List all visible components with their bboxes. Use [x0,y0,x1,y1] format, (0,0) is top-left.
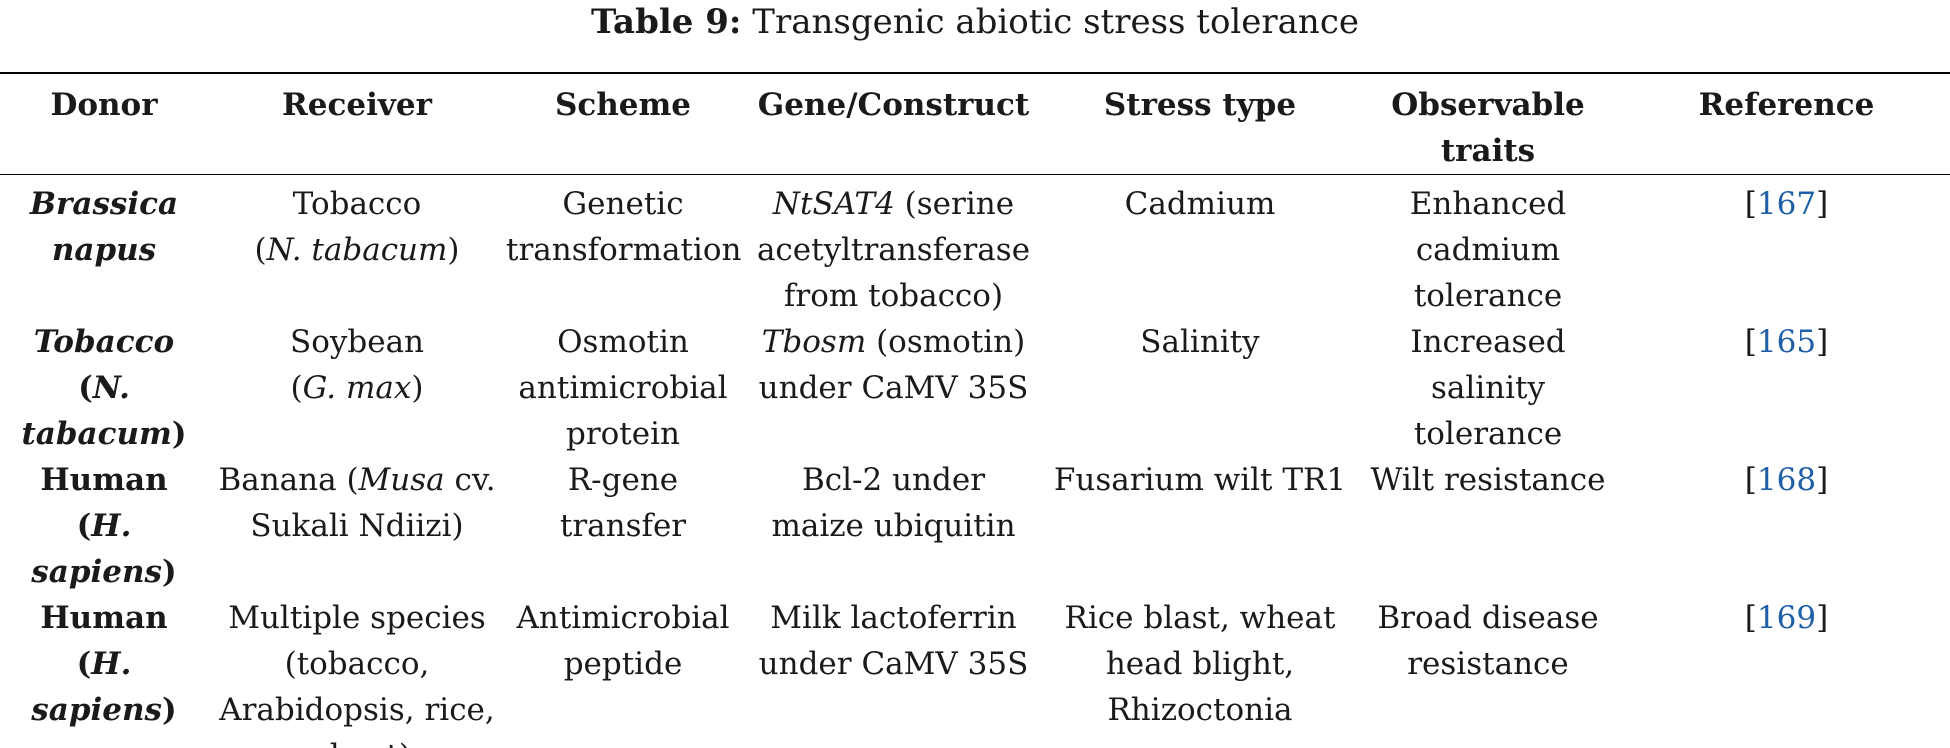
donor-line: Human [40,600,168,636]
receiver-line: Banana (Musa cv. [218,462,496,498]
traits-cell: Broad disease resistance [1353,595,1623,748]
gene-line: Bcl-2 under [801,462,986,498]
gene-cell: Milk lactoferrin under CaMV 35S [740,595,1047,748]
receiver-line: (G. max) [290,370,424,406]
gene-line: from tobacco) [783,278,1004,314]
receiver-line: Multiple species [228,600,486,636]
traits-line: tolerance [1413,278,1563,314]
scheme-line: antimicrobial [518,370,728,406]
gene-cell: NtSAT4 (serine acetyltransferase from to… [740,175,1047,320]
reference-cell: [165] [1744,324,1829,360]
stress-line: head blight, [1105,646,1295,682]
scheme-line: Osmotin [557,324,689,360]
scheme-line: transformation [506,232,742,268]
stress-line: Rhizoctonia [1107,692,1293,728]
receiver-cell: Tobacco (N. tabacum) [208,175,506,320]
gene-cell: Tbosm (osmotin) under CaMV 35S [740,319,1047,457]
scheme-line: R-gene transfer [559,462,687,544]
reference-link[interactable]: 168 [1756,462,1817,498]
traits-cell: Increased salinity tolerance [1353,319,1623,457]
scheme-line: protein [565,416,680,452]
donor-name: Brassica napus [29,186,179,268]
traits-line: salinity [1430,370,1546,406]
donor-cell: Human (H. sapiens) [0,457,208,595]
traits-line: Increased [1410,324,1566,360]
donor-line: (N. tabacum) [21,370,187,452]
receiver-line: Arabidopsis, rice, [219,692,495,728]
stress-line: Cadmium [1124,186,1276,222]
scheme-cell: Genetic transformation [506,175,742,320]
header-donor: Donor [50,87,158,123]
receiver-line: wheat) [208,733,506,748]
scheme-line: Genetic [562,186,684,222]
header-reference: Reference [1698,87,1875,123]
gene-line: under CaMV 35S [758,370,1029,406]
traits-line: tolerance [1413,416,1563,452]
table-row: Human (H. sapiens) Multiple species (tob… [0,595,1950,748]
gene-line: under CaMV 35S [758,646,1029,682]
gene-line: NtSAT4 (serine [772,186,1015,222]
header-traits-line: traits [1440,133,1536,169]
receiver-line: Soybean [289,324,425,360]
gene-cell: Bcl-2 under maize ubiquitin [740,457,1047,595]
donor-line: Human [40,462,168,498]
gene-line: maize ubiquitin [771,508,1016,544]
table-row: Tobacco (N. tabacum) Soybean (G. max) Os… [0,319,1950,457]
donor-cell: Tobacco (N. tabacum) [0,319,208,457]
reference-link[interactable]: 165 [1756,324,1817,360]
header-row: Donor Receiver Scheme Gene/Construct Str… [0,73,1950,175]
traits-line: Enhanced [1409,186,1567,222]
caption-text: Transgenic abiotic stress tolerance [752,2,1359,42]
reference-cell: [169] [1744,600,1829,636]
reference-cell: [168] [1744,462,1829,498]
donor-line: (H. sapiens) [31,508,177,590]
receiver-cell: Banana (Musa cv. Sukali Ndiizi) [208,457,506,595]
gene-line: acetyltransferase [756,232,1031,268]
header-stress: Stress type [1103,87,1297,123]
donor-line: (H. sapiens) [31,646,177,728]
table-row: Brassica napus Tobacco (N. tabacum) Gene… [0,175,1950,320]
receiver-line: (N. tabacum) [254,232,460,268]
traits-cell: Enhanced cadmium tolerance [1353,175,1623,320]
stress-cell: Rice blast, wheat head blight, Rhizocton… [1047,595,1353,748]
traits-cell: Wilt resistance [1353,457,1623,595]
header-traits-line: Observable [1391,87,1585,123]
reference-link[interactable]: 169 [1756,600,1817,636]
stress-cell: Cadmium [1047,175,1353,320]
traits-line: Broad disease [1377,600,1599,636]
traits-line: resistance [1407,646,1569,682]
scheme-line: Antimicrobial [516,600,730,636]
receiver-line: Tobacco [292,186,422,222]
reference-cell: [167] [1744,186,1829,222]
scheme-cell: Osmotin antimicrobial protein [506,319,740,457]
receiver-cell: Multiple species (tobacco, Arabidopsis, … [208,595,506,748]
stress-line: Fusarium wilt TR1 [1053,462,1347,498]
receiver-line: Sukali Ndiizi) [250,508,464,544]
caption-label: Table 9: [591,2,742,42]
table-caption: Table 9: Transgenic abiotic stress toler… [0,2,1950,42]
table-row: Human (H. sapiens) Banana (Musa cv. Suka… [0,457,1950,595]
header-scheme: Scheme [554,87,692,123]
scheme-cell: Antimicrobial peptide [506,595,740,748]
reference-link[interactable]: 167 [1756,186,1817,222]
donor-cell: Human (H. sapiens) [0,595,208,748]
stress-cell: Fusarium wilt TR1 [1047,457,1353,595]
scheme-line: peptide [563,646,683,682]
receiver-line: (tobacco, [284,646,430,682]
stress-line: Salinity [1140,324,1260,360]
stress-cell: Salinity [1047,319,1353,457]
traits-line: Wilt resistance [1370,462,1606,498]
header-gene: Gene/Construct [757,87,1030,123]
header-receiver: Receiver [282,87,432,123]
stress-line: Rice blast, wheat [1064,600,1336,636]
traits-line: cadmium [1415,232,1561,268]
data-table: Donor Receiver Scheme Gene/Construct Str… [0,72,1950,748]
header-traits: Observable traits [1353,73,1623,175]
donor-cell: Brassica napus [0,175,208,320]
receiver-cell: Soybean (G. max) [208,319,506,457]
gene-line: Milk lactoferrin [770,600,1017,636]
scheme-cell: R-gene transfer [506,457,740,595]
gene-line: Tbosm (osmotin) [761,324,1026,360]
donor-line: Tobacco [33,324,175,360]
